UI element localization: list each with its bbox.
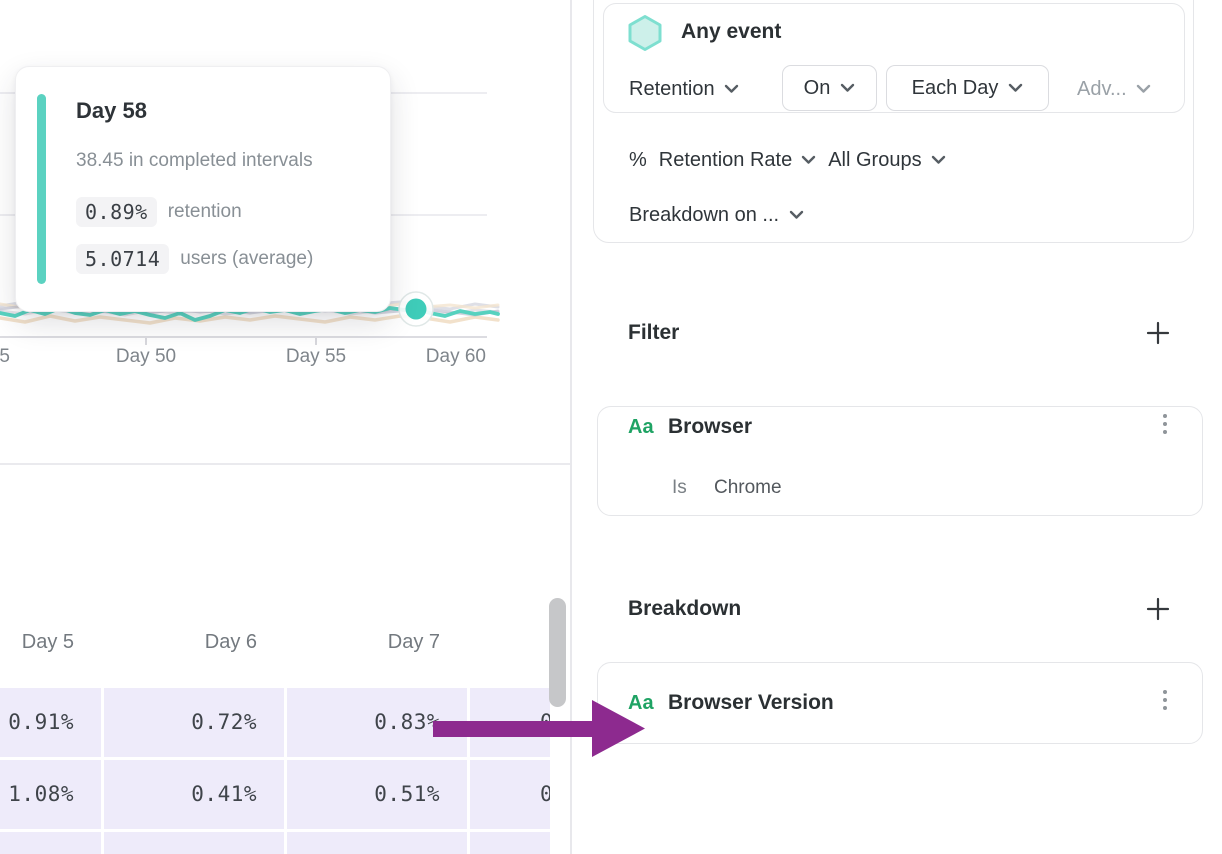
tooltip-retention-value: 0.89% [76,197,157,227]
vertical-scrollbar-thumb[interactable] [549,598,566,707]
retention-type-label: Retention [629,78,715,100]
metric-label: Retention Rate [658,148,793,171]
table-header-day5: Day 5 [21,631,74,653]
tooltip-users-value: 5.0714 [76,244,170,274]
metric-dropdown[interactable]: Retention Rate [659,149,816,172]
plus-icon [1146,597,1170,621]
breakdown-on-label: Breakdown on ... [629,203,780,226]
table-cell[interactable]: 0.6% [0,832,101,854]
highlighted-data-point [398,291,434,327]
groups-label: All Groups [828,148,922,171]
plus-icon [1146,321,1170,345]
report-canvas: 5 Day 50 Day 55 Day 60 Day 58 38.45 in c… [0,0,570,854]
table-cell[interactable] [470,832,550,854]
x-axis-label: Day 60 [425,346,486,367]
x-axis-label: 5 [0,346,10,367]
table-cell[interactable]: 0.72% [104,688,284,757]
breakdown-item-menu-button[interactable] [1158,690,1172,710]
breakdown-property-name[interactable]: Browser Version [668,691,834,714]
add-filter-button[interactable] [1145,320,1171,346]
metric-row: % Retention Rate All Groups [629,148,946,172]
chevron-down-icon [802,155,816,164]
tooltip-retention-label: retention [167,201,242,222]
table-cell[interactable]: 0.82% [287,832,467,854]
x-axis-tick [315,338,317,345]
tooltip-series-accent-bar [37,94,46,284]
tooltip-subtitle: 38.45 in completed intervals [76,150,313,171]
advanced-label: Adv... [1077,78,1127,100]
breakdown-on-dropdown[interactable]: Breakdown on ... [629,203,804,227]
table-cell[interactable]: 1.08% [0,760,101,829]
interval-label: Each Day [911,76,999,99]
filter-operator[interactable]: Is [672,477,687,498]
table-cell[interactable]: 0.51% [287,760,467,829]
x-axis-line [0,336,487,338]
retention-table: Day 5 Day 6 Day 7 0.91% 0.72% 0.83% 0 1.… [0,464,550,854]
filter-value[interactable]: Chrome [714,477,782,498]
table-cell[interactable]: 0.83% [287,688,467,757]
annotation-arrow [433,700,645,757]
filter-section-title: Filter [628,321,680,344]
chevron-down-icon [1009,83,1023,92]
filter-item-menu-button[interactable] [1158,414,1172,434]
chevron-down-icon [841,83,855,92]
property-type-icon: Aa [628,416,654,438]
chevron-down-icon [1136,84,1150,93]
table-header-day6: Day 6 [204,631,257,653]
add-breakdown-button[interactable] [1145,596,1171,622]
panel-divider [570,0,572,854]
breakdown-section-title: Breakdown [628,597,742,620]
property-type-icon: Aa [628,692,654,714]
interval-dropdown-button[interactable]: Each Day [886,65,1049,111]
x-axis-label: Day 55 [285,346,347,367]
section-divider [0,463,570,465]
chart-tooltip: Day 58 38.45 in completed intervals 0.89… [15,66,391,312]
table-cell[interactable]: 0.91% [0,688,101,757]
chevron-down-icon [724,84,738,93]
x-axis-tick [145,338,147,345]
table-header-day7: Day 7 [387,631,440,653]
event-name[interactable]: Any event [681,20,782,43]
chevron-down-icon [789,210,804,219]
advanced-dropdown[interactable]: Adv... [1077,77,1151,101]
on-dropdown-button[interactable]: On [782,65,877,111]
groups-dropdown[interactable]: All Groups [828,149,945,172]
metric-prefix: % [629,148,647,171]
table-cell[interactable]: 0.41% [104,760,284,829]
filter-property-name[interactable]: Browser [668,415,753,438]
retention-type-dropdown[interactable]: Retention [629,77,739,101]
tooltip-users-label: users (average) [180,248,314,269]
on-label: On [803,76,831,99]
breakdown-item-card [597,662,1203,744]
filter-item-card [597,406,1203,516]
event-hexagon-icon [627,13,663,53]
x-axis-label: Day 50 [115,346,177,367]
table-cell[interactable]: 0 [470,760,550,829]
chevron-down-icon [931,155,945,164]
table-cell[interactable]: 0.36% [104,832,284,854]
tooltip-title: Day 58 [76,98,147,123]
